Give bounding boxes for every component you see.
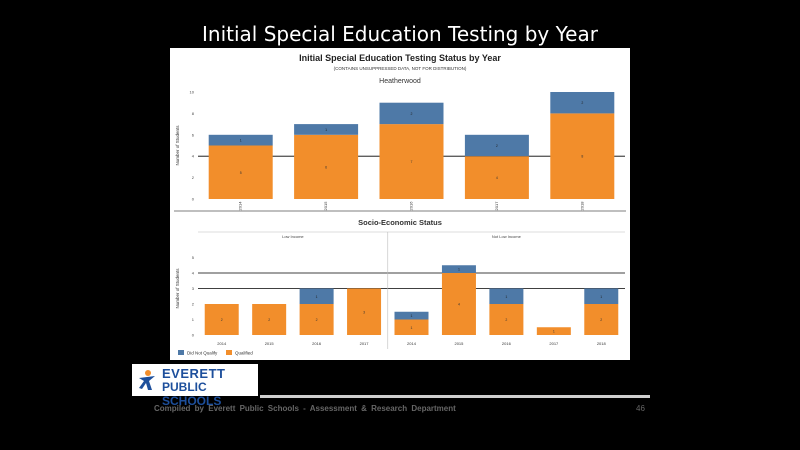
data-label: 1 xyxy=(600,295,602,299)
bar-qualified-2017 xyxy=(464,156,529,199)
bar-qualified-2016 xyxy=(489,304,524,335)
data-label: 1 xyxy=(505,295,507,299)
x-tick-label: 2017 xyxy=(494,201,499,211)
section-heading-heatherwood: Heatherwood xyxy=(379,78,421,85)
x-tick-label: 2018 xyxy=(579,201,584,211)
bar-qualified-2017 xyxy=(536,327,571,335)
bar-qualified-2014 xyxy=(208,145,273,199)
y-tick-label: 0 xyxy=(192,197,195,202)
y-tick-label: 5 xyxy=(192,255,195,260)
logo-figure-icon xyxy=(139,370,155,390)
everett-logo: EVERETT PUBLIC SCHOOLS xyxy=(132,364,258,408)
bar-qualified-2018 xyxy=(550,113,615,199)
bar-not-qualified-2017 xyxy=(464,134,529,157)
bar-not-qualified-2018 xyxy=(584,288,619,304)
data-label: 2 xyxy=(496,144,498,148)
bar-qualified-2014 xyxy=(394,319,429,335)
data-label: 7 xyxy=(411,160,413,164)
data-label: 2 xyxy=(316,318,318,322)
slide-title: Initial Special Education Testing by Yea… xyxy=(202,22,598,46)
data-label: 6 xyxy=(325,165,327,169)
x-tick-label: 2016 xyxy=(409,201,414,211)
data-label: 4 xyxy=(458,303,460,307)
bar-qualified-2016 xyxy=(379,124,444,199)
y-tick-label: 1 xyxy=(192,317,195,322)
data-label: 1 xyxy=(240,139,242,143)
data-label: 1 xyxy=(316,295,318,299)
y-tick-label: 8 xyxy=(192,111,195,116)
legend-swatch xyxy=(226,350,232,355)
bar-qualified-2015 xyxy=(441,273,476,335)
top-chart: Number of Students 0 2 4 6 8 10 5 1 2014 6 1 2015 7 2 2… xyxy=(174,90,626,212)
logo-line2: PUBLIC SCHOOLS xyxy=(162,380,222,408)
data-label: 1 xyxy=(458,268,460,272)
data-label: 2 xyxy=(221,318,223,322)
y-tick-label: 3 xyxy=(192,286,195,291)
footer-text: Compiled by Everett Public Schools - Ass… xyxy=(154,404,456,413)
legend-label: Did Not Qualify xyxy=(187,351,218,356)
bar-not-qualified-2014 xyxy=(208,134,273,146)
chart-subtitle: (CONTAINS UNSUPPRESSED DATA, NOT FOR DIS… xyxy=(334,66,467,71)
data-label: 2 xyxy=(505,318,507,322)
data-label: 2 xyxy=(581,101,583,105)
bar-not-qualified-2015 xyxy=(294,124,359,135)
page-number: 46 xyxy=(636,404,645,413)
data-label: 3 xyxy=(363,310,365,314)
data-label: 1 xyxy=(553,330,555,334)
x-tick-label: 2014 xyxy=(238,201,243,211)
x-tick-label: 2017 xyxy=(360,341,370,346)
data-label: 1 xyxy=(325,128,327,132)
logo-line1: EVERETT xyxy=(162,366,226,381)
data-label: 1 xyxy=(411,314,413,318)
bar-not-qualified-2014 xyxy=(394,311,429,320)
y-tick-label: 0 xyxy=(192,333,195,338)
bar-qualified-2018 xyxy=(584,304,619,335)
chart-canvas: Initial Special Education Testing Status… xyxy=(174,53,626,356)
data-label: 1 xyxy=(411,326,413,330)
y-axis-label: Number of Students xyxy=(175,125,180,166)
x-tick-label: 2015 xyxy=(323,201,328,211)
x-tick-label: 2016 xyxy=(502,341,512,346)
data-label: 8 xyxy=(581,155,583,159)
data-label: 4 xyxy=(496,176,498,180)
bar-not-qualified-2016 xyxy=(489,288,524,304)
footer-rule xyxy=(260,395,650,398)
x-tick-label: 2017 xyxy=(549,341,559,346)
y-tick-label: 10 xyxy=(190,90,195,95)
y-tick-label: 4 xyxy=(192,154,195,159)
data-label: 5 xyxy=(240,171,242,175)
bar-qualified-2015 xyxy=(294,134,359,199)
data-label: 2 xyxy=(411,112,413,116)
x-tick-label: 2018 xyxy=(597,341,607,346)
legend-label: Qualified xyxy=(235,351,253,356)
panel-header: Low Income xyxy=(282,234,304,239)
y-tick-label: 2 xyxy=(192,175,195,180)
panel-header: Not Low Income xyxy=(492,234,522,239)
legend-swatch xyxy=(178,350,184,355)
x-tick-label: 2014 xyxy=(217,341,227,346)
section-heading-socio-economic: Socio-Economic Status xyxy=(358,218,442,227)
bar-qualified-2017 xyxy=(347,288,382,335)
bar-not-qualified-2015 xyxy=(441,265,476,273)
data-label: 2 xyxy=(600,318,602,322)
bar-not-qualified-2016 xyxy=(299,288,334,304)
y-tick-label: 6 xyxy=(192,132,195,137)
bar-not-qualified-2018 xyxy=(550,92,615,114)
x-tick-label: 2015 xyxy=(265,341,275,346)
y-tick-label: 4 xyxy=(192,271,195,276)
chart-legend: Did Not Qualify Qualified xyxy=(178,350,253,356)
data-label: 2 xyxy=(268,318,270,322)
y-axis-label: Number of Students xyxy=(175,268,180,309)
bar-qualified-2016 xyxy=(299,304,334,335)
bottom-chart: Number of Students 0 1 2 3 4 5 Low Income 2 2014 2… xyxy=(175,231,625,349)
chart-title: Initial Special Education Testing Status… xyxy=(299,53,501,63)
x-tick-label: 2016 xyxy=(312,341,322,346)
x-tick-label: 2015 xyxy=(454,341,464,346)
bar-not-qualified-2016 xyxy=(379,102,444,125)
y-tick-label: 2 xyxy=(192,302,195,307)
chart-panel: Initial Special Education Testing Status… xyxy=(170,48,630,360)
bar-qualified-2014 xyxy=(204,304,239,335)
bar-qualified-2015 xyxy=(252,304,287,335)
x-tick-label: 2014 xyxy=(407,341,417,346)
